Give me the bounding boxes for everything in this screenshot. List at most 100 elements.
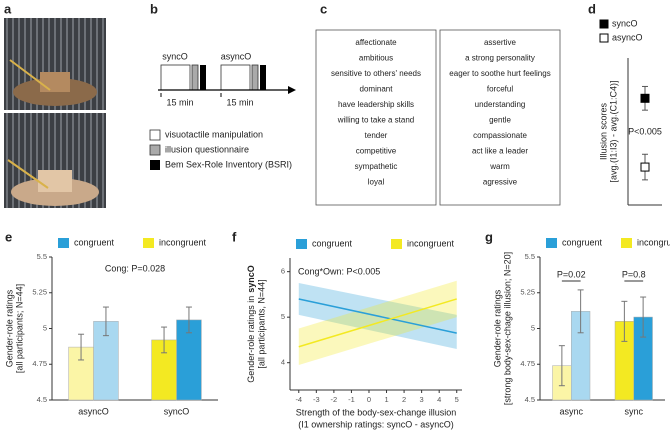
x-tick-label: -3 [313, 395, 320, 404]
y-tick-label: 4.75 [32, 359, 47, 368]
y-axis-label: [all participants, N=44] [256, 279, 266, 368]
legend-label: incongruent [407, 238, 455, 248]
comparison-label: P=0.8 [622, 269, 646, 279]
panel-label: d [588, 1, 596, 16]
y-axis-label: Gender-role ratings [4, 289, 14, 367]
annotation: Cong*Own: P<0.005 [298, 266, 380, 276]
y-axis-label: Illusion scores [598, 102, 608, 160]
legend-swatch [599, 33, 609, 43]
y-tick-label: 5.5 [525, 252, 535, 261]
condition-label: asyncO [221, 51, 252, 61]
adjective: a strong personality [465, 54, 535, 63]
condition-label: syncO [162, 51, 188, 61]
adjective: ambitious [359, 54, 393, 63]
x-tick-label: asyncO [78, 406, 109, 416]
duration: 15 min [226, 97, 253, 107]
adjective: act like a leader [472, 147, 528, 156]
panel-label: b [150, 1, 158, 16]
x-tick-label: -2 [331, 395, 338, 404]
y-axis-label: Gender-role ratings [492, 289, 502, 367]
legend-label: asyncO [612, 32, 643, 42]
adjective: eager to soothe hurt feelings [449, 69, 550, 78]
adjective: dominant [360, 85, 394, 94]
y-tick-label: 5.25 [520, 288, 535, 297]
legend-swatch [546, 238, 557, 248]
y-tick-label: 5.25 [32, 288, 47, 297]
x-tick-label: 2 [402, 395, 406, 404]
adjective: compassionate [473, 131, 527, 140]
adjective: understanding [475, 100, 526, 109]
x-tick-label: 1 [384, 395, 388, 404]
y-tick-label: 5 [43, 323, 47, 332]
y-tick-label: 4.75 [520, 359, 535, 368]
y-axis-label-part: Gender-role ratings in [246, 296, 256, 383]
adjective: assertive [484, 38, 517, 47]
adjective: gentle [489, 116, 511, 125]
legend-swatch [58, 238, 69, 248]
adjective: sympathetic [355, 162, 398, 171]
y-tick-label: 4 [281, 358, 285, 367]
adjective: tender [365, 131, 388, 140]
legend-label: illusion questionnaire [165, 144, 249, 154]
annotation: Cong: P=0.028 [105, 263, 165, 273]
legend-label: incongruent [159, 237, 207, 247]
y-tick-label: 4.5 [37, 395, 47, 404]
adjective: sensitive to others' needs [331, 69, 421, 78]
duration: 15 min [166, 97, 193, 107]
y-axis-label: [all participants; N=44] [14, 284, 24, 373]
legend-label: congruent [562, 237, 603, 247]
legend-label: visuotactile manipulation [165, 129, 263, 139]
x-tick-label: -1 [348, 395, 355, 404]
panel-label: f [232, 229, 237, 244]
x-tick-label: 3 [420, 395, 424, 404]
x-tick-label: 4 [437, 395, 441, 404]
legend-label: incongruent [637, 237, 670, 247]
x-tick-label: -4 [295, 395, 302, 404]
panel-label: g [485, 229, 493, 244]
x-tick-label: sync [624, 406, 643, 416]
y-axis-label: [strong body-sex-chage illusion; N=20] [502, 252, 512, 405]
y-tick-label: 5 [281, 312, 285, 321]
x-axis-label: (I1 ownership ratings: syncO - asyncO) [298, 419, 454, 429]
adjective: agressive [483, 178, 518, 187]
adjective: forceful [487, 85, 513, 94]
y-tick-label: 5 [531, 323, 535, 332]
legend-label: Bem Sex-Role Inventory (BSRI) [165, 159, 292, 169]
y-tick-label: 4.5 [525, 395, 535, 404]
legend-swatch [621, 238, 632, 248]
line [298, 298, 457, 334]
protocol: syncO asyncO 15 min 15 min visuotactile … [149, 51, 296, 170]
panel-label: e [5, 229, 12, 244]
adjective: loyal [368, 178, 385, 187]
legend-label: congruent [312, 238, 353, 248]
legend-swatch [391, 239, 402, 249]
legend-swatch [599, 19, 609, 29]
adjective: warm [489, 162, 510, 171]
adjective-box [315, 29, 437, 206]
point [640, 93, 650, 103]
legend-swatch [143, 238, 154, 248]
y-tick-label: 6 [281, 267, 285, 276]
legend-label: congruent [74, 237, 115, 247]
panel-label: c [320, 1, 327, 16]
y-axis-label: Gender-role ratings in syncO [246, 265, 256, 383]
line [298, 298, 457, 348]
x-tick-label: 0 [367, 395, 371, 404]
photos [4, 18, 106, 208]
x-tick-label: 5 [455, 395, 459, 404]
x-axis-label: Strength of the body-sex-change illusion [296, 407, 457, 417]
adjective: affectionate [355, 38, 397, 47]
point [640, 162, 650, 172]
adjective: have leadership skills [338, 100, 414, 109]
annotation: P<0.005 [628, 126, 662, 136]
adjective: willing to take a stand [337, 116, 415, 125]
y-tick-label: 5.5 [37, 252, 47, 261]
x-tick-label: async [559, 406, 583, 416]
adjective: competitive [356, 147, 397, 156]
legend-label: syncO [612, 18, 638, 28]
adjective-box [439, 29, 561, 206]
comparison-label: P=0.02 [557, 269, 586, 279]
panel-label: a [4, 1, 12, 16]
y-axis-label-part: syncO [246, 265, 256, 293]
